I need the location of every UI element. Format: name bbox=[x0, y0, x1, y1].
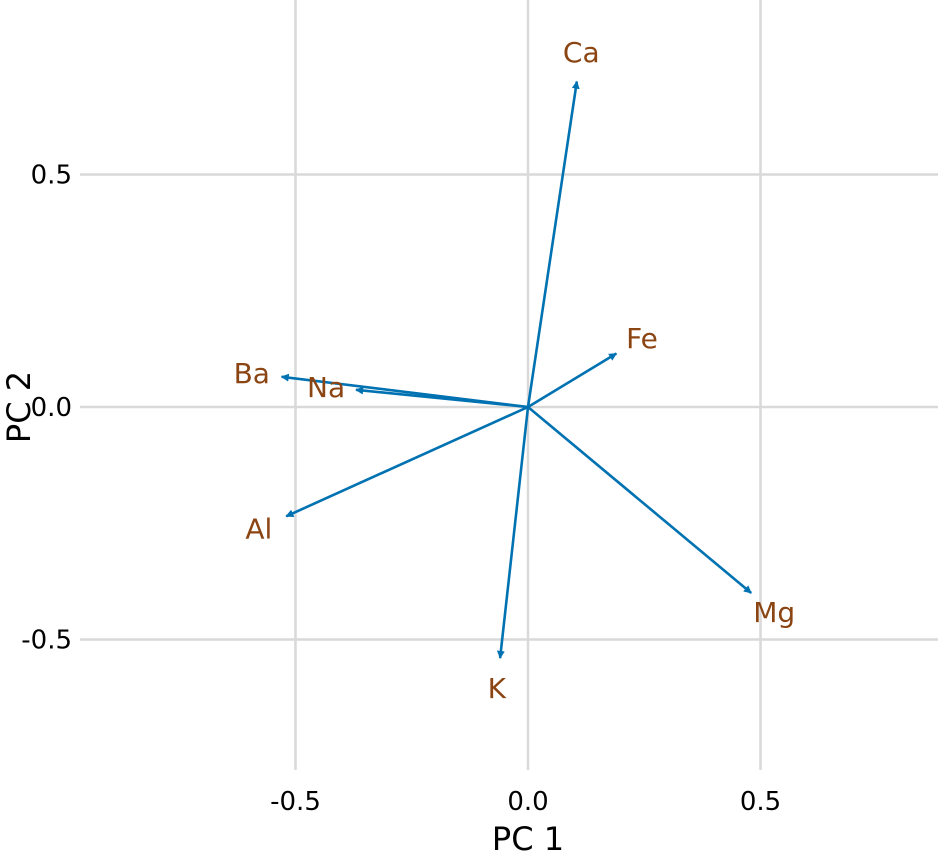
x-tick-label: 0.5 bbox=[740, 787, 781, 817]
tick-labels: -0.5 0.0 0.5 -0.5 0.0 0.5 bbox=[21, 161, 781, 818]
loading-label-mg: Mg bbox=[753, 596, 795, 629]
y-tick-label: 0.5 bbox=[31, 161, 72, 191]
loading-arrow-fe bbox=[527, 352, 618, 409]
loading-arrows bbox=[280, 80, 753, 659]
loading-labels: Ca Fe Ba Na Al K Mg bbox=[234, 36, 796, 705]
loading-arrow-ca bbox=[526, 80, 580, 408]
x-axis-title: PC 1 bbox=[492, 820, 564, 857]
x-tick-label: -0.5 bbox=[270, 787, 321, 817]
loading-arrow-k bbox=[496, 406, 530, 659]
loading-label-al: Al bbox=[245, 513, 272, 546]
loading-label-na: Na bbox=[307, 371, 345, 404]
loading-label-fe: Fe bbox=[626, 322, 658, 355]
loading-arrow-mg bbox=[527, 406, 753, 594]
loading-label-ca: Ca bbox=[563, 36, 600, 69]
x-tick-label: 0.0 bbox=[507, 787, 548, 817]
y-tick-label: -0.5 bbox=[21, 626, 72, 656]
loading-label-k: K bbox=[488, 672, 507, 705]
grid bbox=[80, 0, 938, 770]
loading-arrow-al bbox=[285, 405, 529, 518]
loading-label-ba: Ba bbox=[234, 357, 270, 390]
y-tick-label: 0.0 bbox=[31, 393, 72, 423]
loading-arrow-na bbox=[355, 386, 529, 409]
y-axis-title: PC 2 bbox=[0, 371, 38, 443]
